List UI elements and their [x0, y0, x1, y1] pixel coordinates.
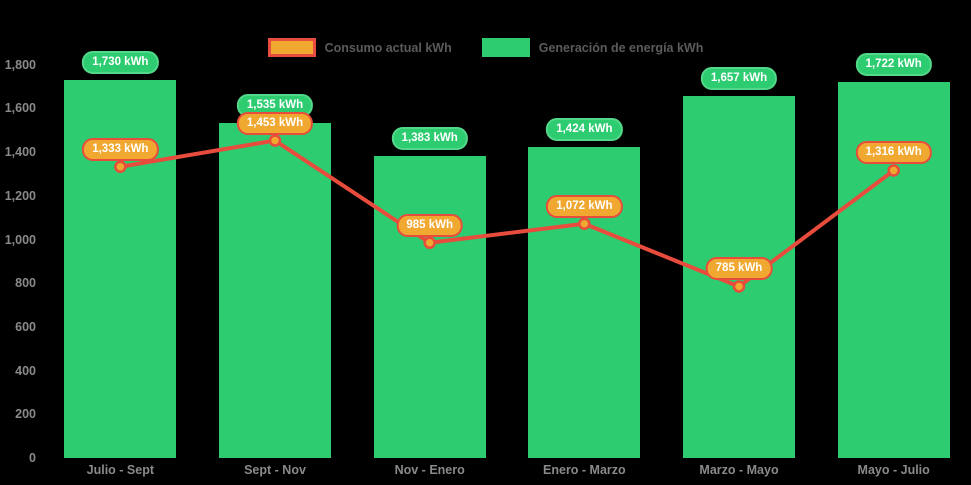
y-axis-tick-label: 200: [15, 407, 36, 422]
bar-series-swatch-icon: [481, 38, 530, 57]
consumption-value-label: 985 kWh: [396, 213, 464, 237]
consumption-line: [118, 138, 896, 289]
consumption-point[interactable]: [732, 280, 746, 293]
y-axis-tick-label: 1,600: [4, 101, 36, 116]
legend-item-generacion-energia[interactable]: Generación de energía kWh: [481, 38, 704, 57]
consumption-value-label: 1,072 kWh: [546, 194, 623, 218]
generation-value-label: 1,722 kWh: [855, 52, 932, 76]
consumption-value-label: 1,316 kWh: [855, 141, 932, 165]
generation-value-label: 1,424 kWh: [546, 117, 623, 141]
legend-label-generacion-energia: Generación de energía kWh: [538, 40, 704, 55]
legend-item-consumo-actual[interactable]: Consumo actual kWh: [267, 38, 452, 57]
generation-bar[interactable]: [373, 155, 486, 458]
generation-value-label: 1,730 kWh: [82, 50, 159, 74]
generation-value-label: 1,535 kWh: [236, 93, 314, 117]
x-axis-category-label: Mayo - Julio: [857, 463, 930, 477]
consumption-point[interactable]: [423, 236, 436, 250]
y-axis-tick-label: 1,400: [4, 145, 36, 160]
legend-label-consumo-actual: Consumo actual kWh: [324, 40, 452, 55]
x-axis-category-label: Enero - Marzo: [543, 463, 626, 477]
x-axis-category-label: Sept - Nov: [244, 463, 306, 477]
consumption-value-label: 1,333 kWh: [82, 137, 159, 161]
x-axis-category-label: Nov - Enero: [394, 463, 465, 477]
generation-value-label: 1,657 kWh: [700, 66, 778, 90]
x-axis-category-label: Julio - Sept: [86, 463, 155, 477]
x-axis-category-label: Marzo - Mayo: [699, 463, 779, 477]
y-axis-tick-label: 600: [15, 319, 36, 334]
generation-bar[interactable]: [219, 122, 331, 458]
y-axis-tick-label: 400: [15, 363, 36, 378]
y-axis-tick-label: 800: [15, 276, 36, 291]
consumption-value-label: 1,453 kWh: [236, 111, 314, 135]
y-axis-tick-label: 0: [29, 451, 36, 465]
y-axis-tick-label: 1,200: [4, 188, 36, 203]
y-axis-tick-label: 1,000: [4, 232, 36, 247]
consumption-point[interactable]: [268, 134, 282, 147]
generation-value-label: 1,383 kWh: [391, 126, 468, 150]
consumption-point[interactable]: [578, 217, 591, 231]
consumption-point[interactable]: [114, 160, 127, 173]
chart-legend: Consumo actual kWh Generación de energía…: [0, 38, 971, 57]
y-axis-tick-label: 1,800: [4, 57, 36, 72]
consumption-point[interactable]: [887, 164, 900, 177]
line-series-swatch-icon: [267, 38, 316, 57]
consumption-value-label: 785 kWh: [705, 257, 773, 281]
